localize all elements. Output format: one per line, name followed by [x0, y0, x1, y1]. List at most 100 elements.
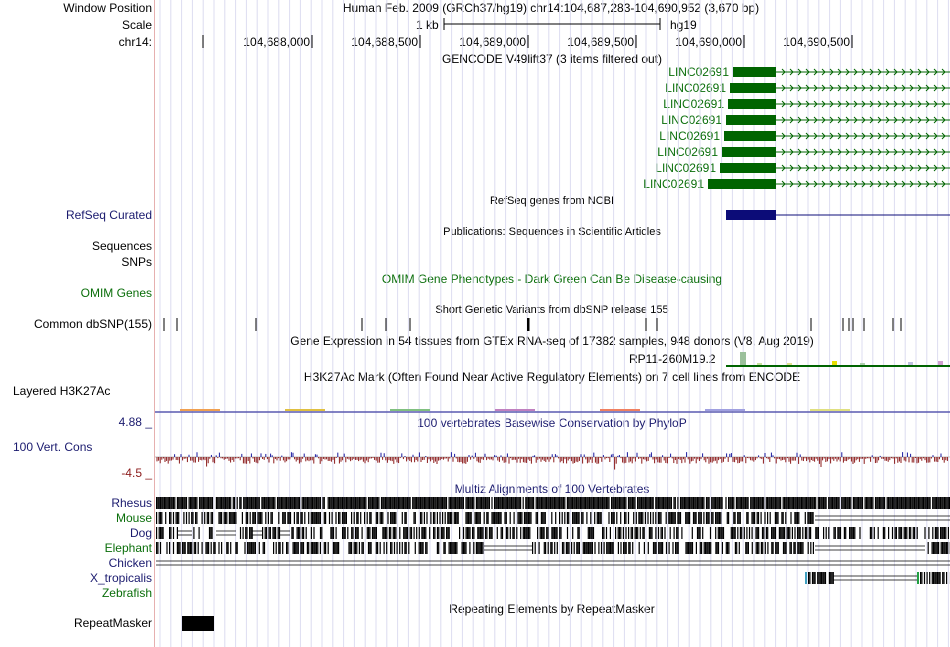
position-tick-label: 104,688,500: [351, 35, 418, 49]
alignment-block: [248, 542, 250, 554]
refseq-label[interactable]: RefSeq Curated: [65, 208, 152, 222]
alignment-block: [591, 497, 593, 509]
alignment-block: [742, 497, 744, 509]
species-label-x_tropicalis[interactable]: X_tropicalis: [89, 571, 152, 585]
alignment-block: [159, 542, 162, 554]
species-label-rhesus[interactable]: Rhesus: [111, 496, 152, 510]
alignment-block: [924, 497, 926, 509]
snps-label[interactable]: SNPs: [121, 255, 152, 269]
alignment-block: [884, 527, 886, 539]
alignment-block: [557, 497, 559, 509]
alignment-block: [760, 542, 762, 554]
alignment-block: [899, 527, 901, 539]
alignment-block: [943, 572, 945, 584]
layered-h3k27ac-label[interactable]: Layered H3K27Ac: [13, 384, 111, 398]
alignment-block: [422, 542, 424, 554]
sequences-label[interactable]: Sequences: [91, 239, 152, 253]
alignment-block: [542, 497, 544, 509]
alignment-block: [224, 497, 227, 509]
gencode-gene-label[interactable]: LINC02691: [661, 113, 722, 127]
alignment-block: [488, 497, 490, 509]
alignment-block: [302, 542, 305, 554]
alignment-block: [778, 527, 780, 539]
alignment-block: [425, 497, 427, 509]
alignment-block: [717, 527, 719, 539]
strand-arrow: [909, 180, 914, 188]
alignment-block: [617, 497, 619, 509]
strand-arrow: [909, 100, 914, 108]
scale-label: Scale: [121, 18, 152, 32]
strand-arrow: [901, 164, 906, 172]
gtex-gene-label[interactable]: RP11-260M19.2: [629, 352, 716, 366]
alignment-block: [504, 497, 506, 509]
species-label-chicken[interactable]: Chicken: [108, 556, 152, 570]
alignment-block: [172, 527, 175, 539]
alignment-block: [522, 497, 524, 509]
alignment-block: [516, 527, 518, 539]
alignment-block: [483, 512, 485, 524]
omim-genes-label[interactable]: OMIM Genes: [80, 286, 152, 300]
alignment-block: [596, 497, 598, 509]
alignment-block: [767, 527, 769, 539]
strand-arrow: [789, 180, 794, 188]
common-dbsnp-label[interactable]: Common dbSNP(155): [33, 317, 152, 331]
species-label-zebrafish[interactable]: Zebrafish: [101, 586, 152, 600]
strand-arrow: [789, 164, 794, 172]
alignment-block: [773, 497, 775, 509]
alignment-block: [377, 512, 379, 524]
species-label-dog[interactable]: Dog: [129, 526, 152, 540]
alignment-block: [555, 512, 557, 524]
strand-arrow: [797, 84, 802, 92]
alignment-block: [618, 497, 620, 509]
alignment-block: [715, 497, 717, 509]
alignment-block: [166, 542, 168, 554]
alignment-block: [552, 497, 554, 509]
alignment-block: [590, 512, 592, 524]
alignment-block: [843, 527, 845, 539]
alignment-block: [157, 542, 159, 554]
alignment-block: [274, 497, 276, 509]
alignment-block: [509, 527, 511, 539]
gencode-gene-label[interactable]: LINC02691: [655, 161, 716, 175]
alignment-block: [674, 512, 676, 524]
alignment-block: [161, 512, 163, 524]
gencode-gene-label[interactable]: LINC02691: [657, 145, 718, 159]
alignment-block: [331, 527, 333, 539]
alignment-block: [608, 542, 610, 554]
alignment-block: [767, 542, 769, 554]
alignment-block: [797, 527, 799, 539]
strand-arrow: [837, 100, 842, 108]
alignment-block: [747, 512, 749, 524]
alignment-block: [604, 497, 606, 509]
alignment-block: [574, 512, 576, 524]
alignment-block: [702, 527, 704, 539]
alignment-block: [880, 497, 882, 509]
alignment-block: [513, 512, 515, 524]
alignment-block: [809, 572, 811, 584]
alignment-block: [554, 542, 556, 554]
gtex-bar: [938, 361, 943, 365]
alignment-block: [496, 527, 498, 539]
alignment-block: [718, 497, 721, 509]
alignment-block: [345, 512, 347, 524]
repeatmasker-label[interactable]: RepeatMasker: [73, 616, 152, 630]
strand-arrow: [821, 164, 826, 172]
alignment-block: [694, 512, 696, 524]
species-label-mouse[interactable]: Mouse: [115, 511, 152, 525]
browser-track-canvas[interactable]: [155, 0, 950, 647]
alignment-block: [171, 497, 173, 509]
gencode-gene-label[interactable]: LINC02691: [668, 65, 729, 79]
alignment-block: [935, 542, 937, 554]
alignment-block: [804, 527, 806, 539]
alignment-block: [518, 497, 520, 509]
vert-cons-label[interactable]: 100 Vert. Cons: [13, 440, 93, 454]
alignment-block: [287, 497, 289, 509]
strand-arrow: [877, 116, 882, 124]
species-label-elephant[interactable]: Elephant: [104, 541, 152, 555]
alignment-block: [560, 497, 562, 509]
alignment-block: [540, 512, 542, 524]
alignment-block: [598, 542, 600, 554]
alignment-block: [794, 527, 796, 539]
alignment-block: [629, 497, 631, 509]
alignment-block: [938, 497, 940, 509]
